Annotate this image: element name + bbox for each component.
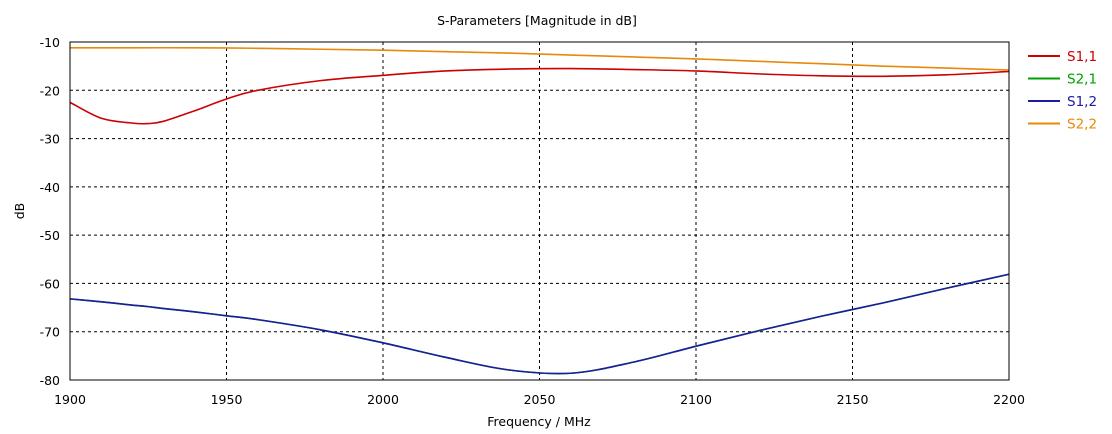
x-tick-label: 2000 <box>367 392 399 407</box>
y-tick-label: -40 <box>40 180 60 195</box>
x-tick-labels: 1900 1950 2000 2050 2100 2150 2200 <box>54 392 1025 407</box>
y-tick-label: -30 <box>40 132 60 147</box>
grid-layer <box>70 42 1009 380</box>
y-tick-label: -50 <box>40 228 60 243</box>
y-tick-label: -70 <box>40 325 60 340</box>
x-tick-label: 2100 <box>680 392 712 407</box>
legend: S1,1 S2,1 S1,2 S2,2 <box>1028 49 1097 133</box>
series-layer <box>69 46 1010 375</box>
legend-label-s2-2: S2,2 <box>1067 117 1097 133</box>
legend-label-s1-2: S1,2 <box>1067 94 1097 110</box>
series-line-s1-2 <box>69 273 1010 375</box>
y-tick-label: -20 <box>40 83 60 98</box>
x-axis-label: Frequency / MHz <box>487 414 591 429</box>
series-line-s2-2 <box>69 46 1010 71</box>
y-tick-labels: -10 -20 -30 -40 -50 -60 -70 -80 <box>40 35 60 388</box>
y-tick-label: -80 <box>40 373 60 388</box>
legend-label-s2-1: S2,1 <box>1067 72 1097 88</box>
x-tick-label: 1950 <box>211 392 243 407</box>
y-tick-label: -10 <box>40 35 60 50</box>
x-tick-label: 1900 <box>54 392 86 407</box>
series-line-s1-1 <box>69 67 1010 125</box>
x-tick-label: 2150 <box>837 392 869 407</box>
y-tick-label: -60 <box>40 276 60 291</box>
legend-label-s1-1: S1,1 <box>1067 49 1097 65</box>
x-tick-label: 2050 <box>524 392 556 407</box>
plot-frame <box>69 41 1010 381</box>
x-tick-label: 2200 <box>993 392 1025 407</box>
y-axis-label: dB <box>12 203 27 220</box>
chart-title: S-Parameters [Magnitude in dB] <box>437 13 637 28</box>
